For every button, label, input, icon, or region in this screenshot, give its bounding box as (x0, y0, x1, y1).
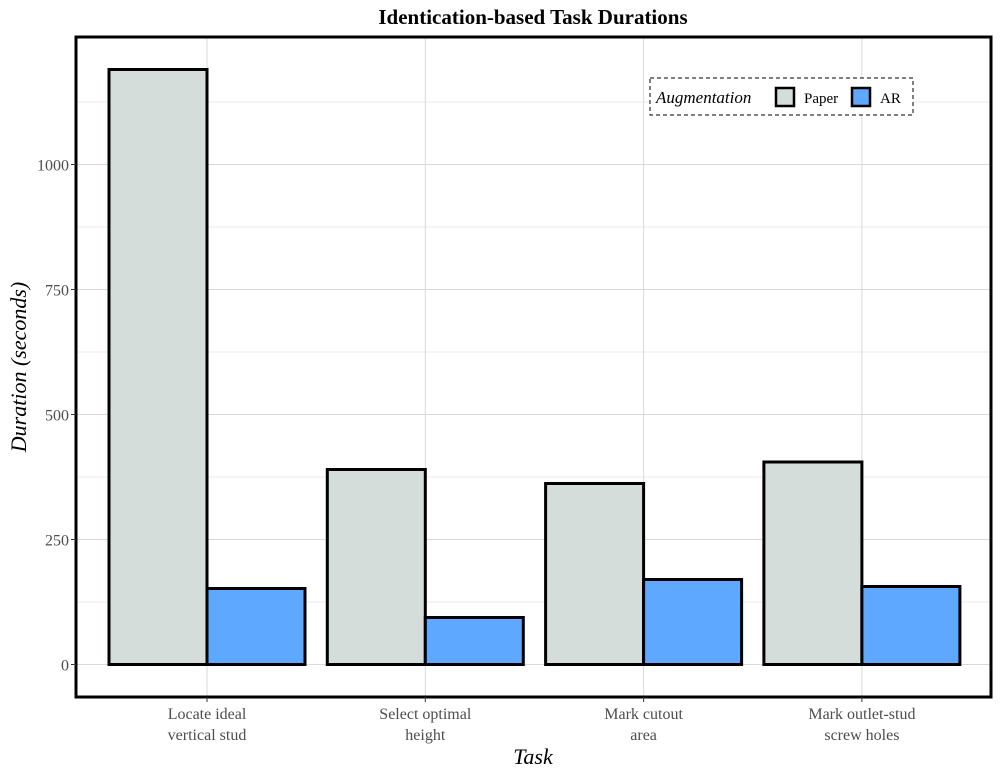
bar-paper-2 (544, 482, 646, 666)
bar-paper-0 (107, 68, 209, 666)
bars (107, 68, 962, 666)
bar-ar-0 (205, 587, 307, 666)
bar-ar-2 (642, 578, 744, 666)
bar-ar-1 (423, 616, 525, 666)
chart-title: Identication-based Task Durations (378, 5, 687, 29)
x-axis-ticks: Locate ideal vertical stud Select optimal h… (168, 697, 915, 744)
y-tick-label: 750 (45, 283, 69, 300)
legend-label-paper: Paper (804, 91, 838, 107)
plot-border (74, 35, 993, 699)
x-tick-label: Mark outlet-stud screw holes (808, 706, 915, 744)
x-tick-label: Select optimal height (379, 706, 472, 744)
x-axis-title: Task (513, 744, 554, 769)
legend-key-ar (850, 86, 872, 108)
bar-paper-1 (325, 468, 427, 666)
legend-label-ar: AR (880, 91, 901, 107)
y-tick-label: 1000 (37, 158, 69, 175)
legend-key-paper (774, 86, 796, 108)
y-tick-label: 0 (61, 658, 69, 675)
bar-paper-3 (762, 460, 864, 666)
y-axis-title: Duration (seconds) (6, 282, 31, 453)
bar-ar-3 (860, 585, 962, 666)
y-tick-label: 250 (45, 533, 69, 550)
x-tick-label: Mark cutout area (604, 706, 683, 744)
x-tick-label: Locate ideal vertical stud (168, 706, 247, 744)
y-tick-label: 500 (45, 408, 69, 425)
legend-title: Augmentation (655, 88, 751, 107)
legend: Augmentation Paper AR (649, 77, 914, 116)
y-axis-ticks: 0 250 500 750 1000 (37, 158, 76, 675)
